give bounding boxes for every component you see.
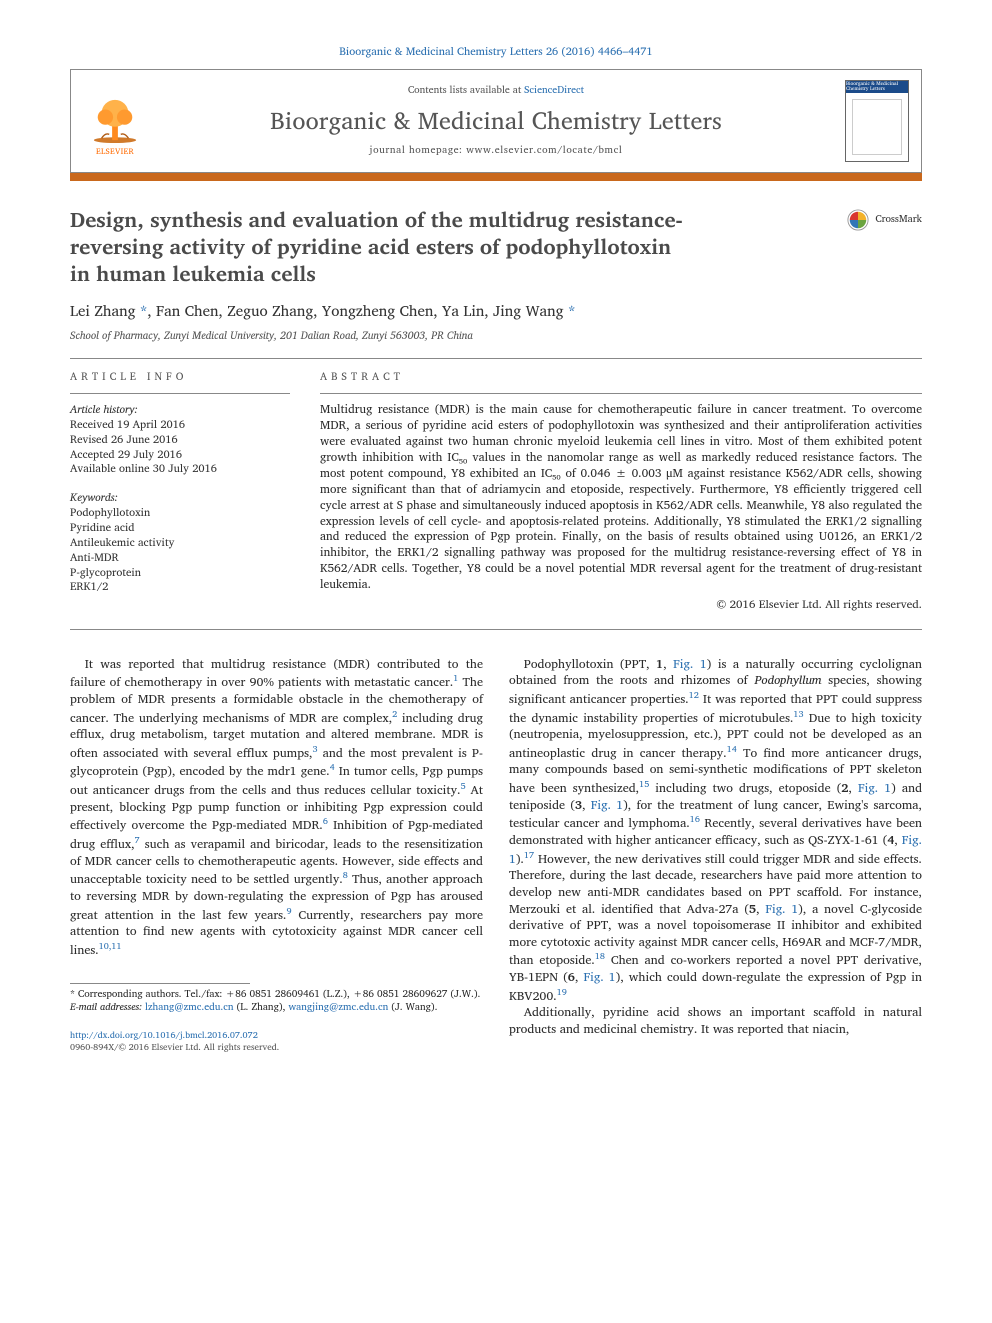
- homepage-prefix: journal homepage:: [370, 142, 467, 158]
- contents-available-line: Contents lists available at ScienceDirec…: [161, 84, 831, 98]
- publisher-name: ELSEVIER: [96, 146, 134, 157]
- abstract-heading: ABSTRACT: [320, 369, 922, 383]
- author-list: Lei Zhang *, Fan Chen, Zeguo Zhang, Yong…: [70, 301, 922, 321]
- corresponding-email-2[interactable]: wangjing@zmc.edu.cn: [288, 999, 388, 1015]
- keyword-item: ERK1/2: [70, 579, 290, 594]
- contents-prefix: Contents lists available at: [408, 82, 524, 98]
- crossmark-badge[interactable]: CrossMark: [847, 209, 922, 231]
- email-addresses-line: E-mail addresses: lzhang@zmc.edu.cn (L. …: [70, 1001, 483, 1015]
- body-column-right: Podophyllotoxin (PPT, 1, Fig. 1) is a na…: [509, 656, 922, 1053]
- header-citation: Bioorganic & Medicinal Chemistry Letters…: [70, 44, 922, 59]
- history-online: Available online 30 July 2016: [70, 461, 290, 476]
- journal-name: Bioorganic & Medicinal Chemistry Letters: [161, 104, 831, 136]
- journal-homepage-link[interactable]: www.elsevier.com/locate/bmcl: [466, 142, 622, 158]
- journal-homepage-line: journal homepage: www.elsevier.com/locat…: [161, 144, 831, 158]
- emails-label: E-mail addresses:: [70, 999, 142, 1015]
- accent-bar: [70, 173, 922, 181]
- body-paragraph: Additionally, pyridine acid shows an imp…: [509, 1004, 922, 1037]
- abstract-text: Multidrug resistance (MDR) is the main c…: [320, 402, 922, 593]
- body-column-left: It was reported that multidrug resistanc…: [70, 656, 483, 1053]
- masthead: ELSEVIER Contents lists available at Sci…: [70, 69, 922, 173]
- body-paragraph: It was reported that multidrug resistanc…: [70, 656, 483, 959]
- article-info-heading: ARTICLE INFO: [70, 369, 290, 383]
- elsevier-tree-icon: [86, 96, 144, 144]
- sciencedirect-link[interactable]: ScienceDirect: [524, 82, 584, 98]
- abstract-copyright: © 2016 Elsevier Ltd. All rights reserved…: [320, 597, 922, 613]
- cover-title: Bioorganic & Medicinal Chemistry Letters: [846, 82, 908, 92]
- affiliation: School of Pharmacy, Zunyi Medical Univer…: [70, 328, 922, 342]
- body-paragraph: Podophyllotoxin (PPT, 1, Fig. 1) is a na…: [509, 656, 922, 1005]
- email1-who: (L. Zhang),: [237, 999, 286, 1015]
- crossmark-label: CrossMark: [875, 213, 922, 227]
- article-title: Design, synthesis and evaluation of the …: [70, 207, 690, 288]
- email2-who: (J. Wang).: [391, 999, 437, 1015]
- journal-cover-thumbnail: Bioorganic & Medicinal Chemistry Letters: [845, 80, 909, 162]
- footnote-separator: [70, 983, 250, 984]
- publisher-logo: ELSEVIER: [83, 85, 147, 157]
- crossmark-icon: [847, 209, 869, 231]
- issn-copyright: 0960-894X/© 2016 Elsevier Ltd. All right…: [70, 1039, 279, 1054]
- corresponding-email-1[interactable]: lzhang@zmc.edu.cn: [145, 999, 234, 1015]
